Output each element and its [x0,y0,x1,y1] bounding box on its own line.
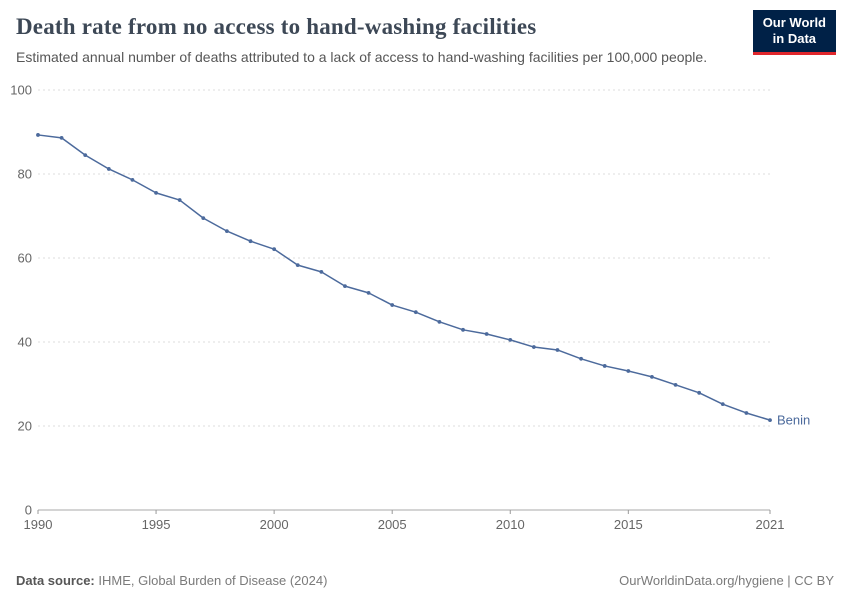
data-point [697,390,702,395]
data-point [508,337,513,342]
x-tick-label: 2021 [756,517,785,532]
data-point [59,135,64,140]
data-point [36,132,40,137]
footer-link[interactable]: OurWorldinData.org/hygiene | CC BY [619,573,834,588]
chart-title: Death rate from no access to hand-washin… [16,14,537,39]
data-point [768,417,772,422]
data-point [673,382,678,387]
data-point [272,246,277,251]
data-point [319,269,324,274]
y-tick-label: 40 [18,334,32,349]
x-tick-label: 2015 [614,517,643,532]
data-point [650,374,654,379]
y-tick-label: 60 [18,250,32,265]
data-point [201,215,206,220]
y-tick-label: 80 [18,166,32,181]
data-point [602,363,607,368]
data-point [343,283,347,288]
data-point [248,238,253,243]
chart-header: Death rate from no access to hand-washin… [0,0,850,68]
series-line [37,133,771,421]
line-chart-canvas: 0 20 40 60 80 100 1990 1995 2000 2005 2010 2015 2021… [10,82,810,532]
x-tick-label: 2005 [378,517,407,532]
owid-logo-line2: in Data [772,31,817,47]
x-tick-label: 1990 [24,517,53,532]
data-point [626,368,631,373]
data-point [413,309,418,314]
x-tick-label: 1995 [142,517,171,532]
data-point [130,177,135,182]
data-point [744,410,749,415]
data-point [366,290,371,295]
data-point [295,262,300,267]
owid-logo-line1: Our World [762,15,826,30]
data-point [177,197,182,202]
data-source-text: IHME, Global Burden of Disease (2024) [98,573,328,588]
data-point [720,401,725,406]
chart-footer: Data source: IHME, Global Burden of Dise… [0,573,850,588]
data-point [106,166,111,171]
data-point [437,319,442,324]
x-tick-label: 2010 [496,517,525,532]
data-point [154,190,158,195]
data-point [461,327,465,332]
x-tick-label: 2000 [260,517,289,532]
chart-subtitle: Estimated annual number of deaths attrib… [16,49,708,65]
y-tick-label: 0 [25,502,32,517]
data-point [579,356,583,361]
data-point [390,302,395,307]
y-tick-label: 100 [10,82,32,97]
data-point [484,331,489,336]
data-point [531,344,536,349]
data-point [555,347,560,352]
line-chart: 0 20 40 60 80 100 1990 1995 2000 2005 2010 2015 2021… [0,70,850,540]
data-source-label: Data source: [16,573,95,588]
y-tick-label: 20 [18,418,32,433]
owid-logo[interactable]: Our World in Data [752,10,836,55]
data-source: Data source: IHME, Global Burden of Dise… [16,573,327,588]
data-point [83,152,88,157]
data-point [225,228,229,233]
series-end-label[interactable]: Benin [777,412,810,427]
